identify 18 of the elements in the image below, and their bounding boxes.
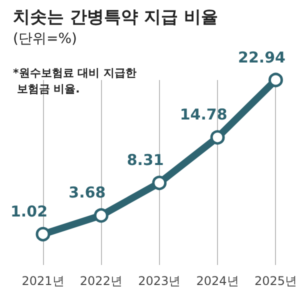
point <box>268 72 283 88</box>
point <box>36 226 50 242</box>
chart-title: 치솟는 간병특약 지급 비율 <box>13 8 218 28</box>
annotation: *원수보험료 대비 지급한 보험금 비율. <box>13 66 136 96</box>
point <box>210 130 225 145</box>
data-label: 14.78 <box>180 106 228 124</box>
x-tick-label: 2022년 <box>80 274 122 288</box>
data-label: 22.94 <box>238 48 286 66</box>
x-tick-label: 2025년 <box>254 274 298 288</box>
x-tick-label: 2024년 <box>196 274 239 288</box>
data-label: 3.68 <box>68 184 106 202</box>
x-tick-label: 2023년 <box>138 274 181 288</box>
data-label: 8.31 <box>126 151 164 170</box>
data-label: 1.02 <box>10 202 48 220</box>
chart-subtitle: (단위=%) <box>13 31 77 47</box>
point <box>152 176 167 190</box>
x-tick-label: 2021년 <box>22 274 64 288</box>
point <box>94 208 108 223</box>
